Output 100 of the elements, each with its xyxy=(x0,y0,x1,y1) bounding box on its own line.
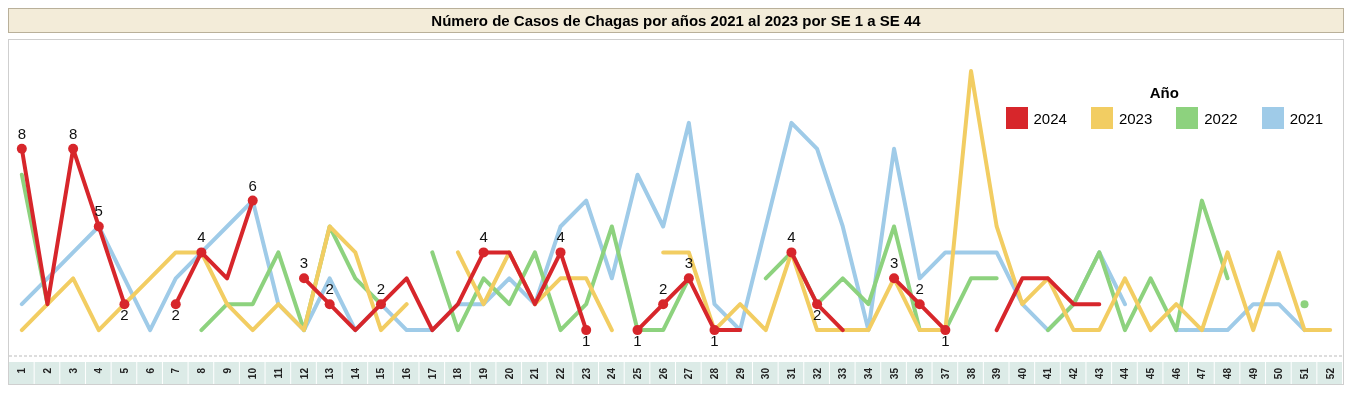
point xyxy=(375,299,386,310)
x-tick-label: 42 xyxy=(1068,367,1080,380)
x-tick-label: 22 xyxy=(555,367,567,380)
point xyxy=(683,273,694,284)
point xyxy=(93,221,104,232)
data-label: 3 xyxy=(889,254,899,272)
x-tick-label: 38 xyxy=(965,367,977,380)
point xyxy=(478,247,489,258)
x-tick-label: 24 xyxy=(606,367,618,380)
x-tick-label: 48 xyxy=(1222,367,1234,380)
x-tick-label: 44 xyxy=(1119,367,1131,380)
data-label: 2 xyxy=(659,280,668,298)
x-tick-label: 27 xyxy=(683,367,695,380)
x-tick-label: 26 xyxy=(657,367,669,380)
x-tick-label: 29 xyxy=(734,367,746,380)
data-label: 4 xyxy=(787,228,796,246)
x-tick-label: 12 xyxy=(298,367,310,380)
x-tick-label: 43 xyxy=(1093,367,1105,380)
data-label: 4 xyxy=(197,228,206,246)
x-tick-label: 11 xyxy=(272,367,284,379)
x-tick-label: 7 xyxy=(170,367,182,374)
data-label: 1 xyxy=(582,332,591,350)
x-tick-label: 31 xyxy=(785,367,797,380)
x-tick-label: 40 xyxy=(1016,367,1028,380)
data-label: 5 xyxy=(94,202,103,220)
point xyxy=(709,325,720,336)
x-tick-label: 32 xyxy=(811,367,823,380)
x-tick-label: 30 xyxy=(760,367,772,380)
legend-label: 2024 xyxy=(1033,109,1067,127)
x-tick-label: 34 xyxy=(862,367,874,380)
x-tick-label: 25 xyxy=(632,367,644,380)
legend-label: 2023 xyxy=(1118,109,1153,127)
x-tick-label: 46 xyxy=(1170,367,1182,380)
data-label: 2 xyxy=(915,280,924,298)
x-tick-label: 39 xyxy=(991,367,1003,380)
x-tick-label: 50 xyxy=(1273,367,1285,380)
x-tick-label: 19 xyxy=(478,367,490,380)
x-tick-label: 33 xyxy=(837,367,849,380)
x-tick-label: 36 xyxy=(914,367,926,380)
data-label: 1 xyxy=(941,332,950,350)
x-tick-label: 45 xyxy=(1145,367,1157,380)
data-label: 4 xyxy=(556,228,565,246)
data-label: 2 xyxy=(325,280,334,298)
legend-title: Año xyxy=(1148,84,1180,101)
x-tick-label: 4 xyxy=(93,367,105,374)
point xyxy=(68,143,79,154)
x-tick-label: 20 xyxy=(503,367,515,380)
point xyxy=(16,143,27,154)
x-tick-label: 47 xyxy=(1196,367,1208,380)
point xyxy=(889,273,900,284)
x-tick-label: 10 xyxy=(247,367,259,380)
point xyxy=(914,299,925,310)
point xyxy=(812,299,823,310)
x-tick-label: 8 xyxy=(195,367,207,374)
data-label: 2 xyxy=(376,280,386,298)
legend-label: 2022 xyxy=(1204,109,1238,127)
point xyxy=(247,195,258,206)
point xyxy=(170,299,181,310)
data-label: 4 xyxy=(479,228,488,246)
x-tick-label: 28 xyxy=(708,367,720,380)
point xyxy=(196,247,207,258)
point xyxy=(786,247,797,258)
x-tick-label: 2 xyxy=(41,367,53,374)
data-label: 6 xyxy=(248,176,257,194)
point xyxy=(632,325,643,336)
point xyxy=(119,299,130,310)
x-tick-label: 49 xyxy=(1247,367,1259,380)
point xyxy=(324,299,335,310)
data-label: 8 xyxy=(68,124,78,142)
x-tick-label: 21 xyxy=(529,367,541,380)
x-tick-label: 9 xyxy=(221,367,233,374)
x-tick-label: 52 xyxy=(1324,367,1336,380)
x-tick-label: 6 xyxy=(144,367,156,374)
x-tick-label: 5 xyxy=(118,367,130,374)
x-tick-label: 18 xyxy=(452,367,464,380)
x-tick-label: 37 xyxy=(939,367,951,380)
x-tick-label: 41 xyxy=(1042,367,1054,380)
data-label: 8 xyxy=(17,124,26,142)
data-label: 2 xyxy=(812,306,822,324)
x-tick-label: 13 xyxy=(324,367,336,380)
point xyxy=(940,325,951,336)
data-label: 2 xyxy=(120,306,129,324)
legend-label: 2021 xyxy=(1289,109,1323,127)
x-tick-label: 3 xyxy=(67,367,79,374)
data-label: 2 xyxy=(171,306,180,324)
data-label: 1 xyxy=(710,332,719,350)
point xyxy=(299,273,310,284)
x-tick-label: 1 xyxy=(16,367,28,374)
point xyxy=(581,325,592,336)
x-tick-label: 51 xyxy=(1299,367,1311,380)
x-tick-label: 14 xyxy=(349,367,361,380)
x-tick-label: 16 xyxy=(401,367,413,380)
point xyxy=(658,299,669,310)
x-tick-label: 35 xyxy=(888,367,900,380)
x-tick-label: 23 xyxy=(580,367,592,380)
x-tick-label: 17 xyxy=(426,367,438,380)
x-tick-label: 15 xyxy=(375,367,387,380)
point xyxy=(1300,300,1309,309)
data-label: 1 xyxy=(633,332,642,350)
data-label: 3 xyxy=(299,254,309,272)
